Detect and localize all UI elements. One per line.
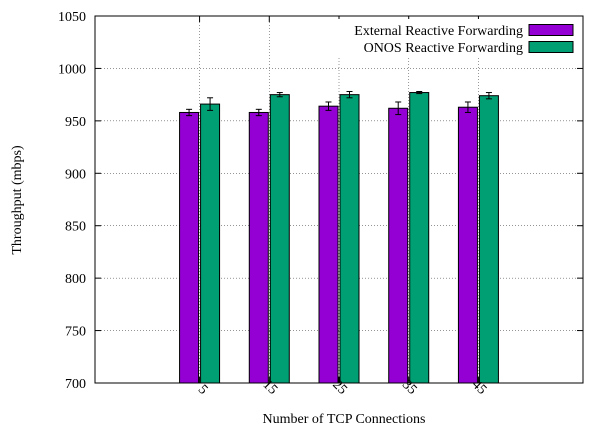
bar bbox=[457, 106, 478, 384]
x-tick-label: 5 bbox=[195, 382, 211, 398]
y-tick-label: 950 bbox=[65, 115, 86, 130]
bar bbox=[478, 95, 499, 384]
bar bbox=[388, 107, 409, 384]
y-tick-label: 700 bbox=[65, 377, 86, 392]
bar bbox=[409, 92, 430, 384]
y-tick-label: 900 bbox=[65, 167, 86, 182]
bar bbox=[339, 94, 360, 384]
bar bbox=[318, 105, 339, 384]
x-axis-label: Number of TCP Connections bbox=[263, 412, 426, 427]
grid-lines bbox=[95, 16, 583, 383]
y-tick-label: 800 bbox=[65, 272, 86, 287]
y-tick-label: 1000 bbox=[58, 62, 86, 77]
legend-label-external: External Reactive Forwarding bbox=[354, 24, 523, 39]
legend-swatch-onos bbox=[528, 41, 574, 53]
legend: External Reactive Forwarding ONOS Reacti… bbox=[305, 19, 578, 57]
legend-label-onos: ONOS Reactive Forwarding bbox=[364, 41, 523, 56]
bar bbox=[179, 111, 200, 384]
bar bbox=[248, 111, 269, 384]
bar bbox=[269, 94, 290, 384]
bars bbox=[179, 92, 499, 384]
bar bbox=[200, 103, 221, 384]
legend-swatch-external bbox=[528, 24, 574, 36]
y-tick-label: 850 bbox=[65, 220, 86, 235]
error-bars bbox=[186, 90, 492, 117]
y-axis-label: Throughput (mbps) bbox=[10, 145, 25, 255]
y-tick-label: 1050 bbox=[58, 10, 86, 25]
y-axis-ticks: 700 750 800 850 900 950 1000 1050 bbox=[58, 10, 583, 392]
y-tick-label: 750 bbox=[65, 325, 86, 340]
